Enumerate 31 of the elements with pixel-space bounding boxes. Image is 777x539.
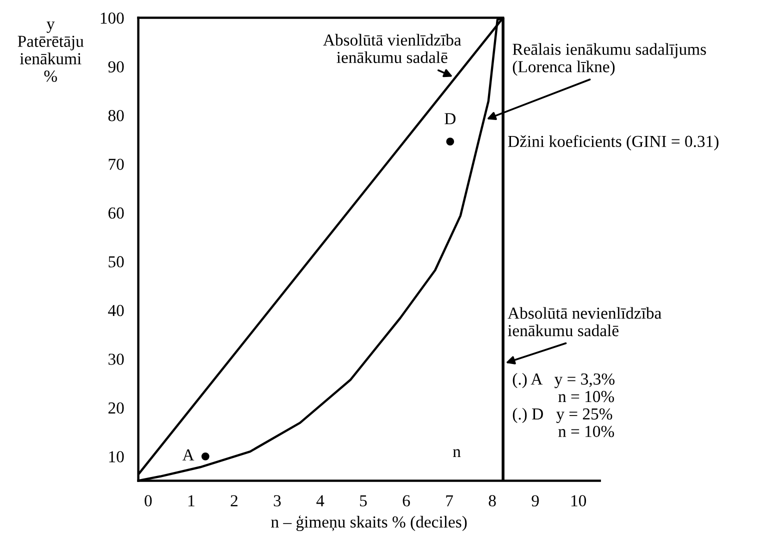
x-tick-label: 4: [316, 495, 324, 506]
y-tick-label: 60: [108, 207, 124, 219]
y-tick-label: 100: [100, 12, 124, 24]
annotation: n: [452, 449, 461, 458]
annotation: A: [182, 449, 194, 460]
x-tick-label: 10: [571, 495, 586, 506]
y-tick-label: 50: [108, 256, 124, 268]
y-tick-label: 30: [108, 354, 124, 365]
x-tick-label: 0: [144, 495, 152, 506]
annotation: (.) A y = 3,3% n = 10% (.) D y = 25% n = 10%: [512, 372, 615, 438]
y-tick-label: 70: [108, 158, 124, 170]
x-tick-label: 2: [230, 495, 238, 506]
x-tick-label: 5: [360, 495, 367, 506]
x-tick-label: 9: [532, 495, 539, 506]
x-tick-label: 7: [446, 495, 453, 506]
annotation: Džini koeficients (GINI = 0.31): [508, 135, 718, 150]
y-tick-label: 40: [108, 304, 124, 316]
y-tick-label: 90: [108, 61, 124, 72]
x-tick-label: 3: [274, 495, 281, 506]
x-tick-label: 8: [488, 495, 496, 506]
y-tick-label: 80: [108, 110, 124, 122]
x-tick-label: 1: [188, 495, 194, 506]
y-axis-title: y Patērētāju ienākumi %: [18, 22, 84, 82]
annotation: Absolūtā nevienlīdzība ienākumu sadalē: [508, 307, 662, 336]
x-tick-label: 6: [402, 495, 410, 506]
annotation: D: [444, 113, 456, 124]
x-axis-title: n – ģimeņu skaits % (deciles): [271, 515, 467, 532]
y-tick-label: 20: [108, 402, 124, 414]
y-tick-label: 10: [109, 451, 124, 462]
annotation: Absolūtā vienlīdzība ienākumu sadalē: [323, 34, 462, 64]
annotation: Reālais ienākumu sadalījums (Lorenca līkne): [512, 43, 706, 76]
